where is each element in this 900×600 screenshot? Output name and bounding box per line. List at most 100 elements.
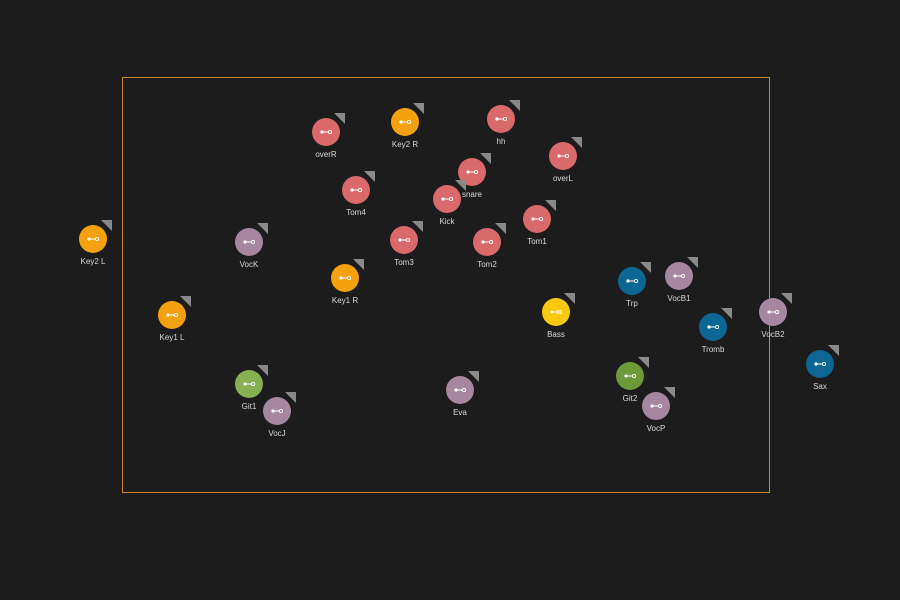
channel-label: Trp	[626, 299, 638, 308]
channel-label: Key2 R	[391, 140, 419, 149]
channel-corner-handle[interactable]	[364, 171, 375, 182]
channel-node[interactable]: Eva	[430, 371, 490, 428]
channel-corner-handle[interactable]	[638, 357, 649, 368]
link-icon	[243, 381, 255, 387]
channel-node[interactable]: Git1	[219, 365, 279, 422]
channel-node[interactable]: Key1 L	[142, 296, 202, 353]
link-icon	[398, 237, 410, 243]
link-icon	[87, 236, 99, 242]
channel-node[interactable]: Sax	[790, 345, 850, 402]
channel-label: Bass	[547, 330, 565, 339]
channel-corner-handle[interactable]	[353, 259, 364, 270]
link-icon	[441, 196, 453, 202]
channel-label: Tom1	[527, 237, 547, 246]
link-icon	[495, 116, 507, 122]
channel-corner-handle[interactable]	[257, 365, 268, 376]
channel-corner-handle[interactable]	[285, 392, 296, 403]
channel-node[interactable]: Tom3	[374, 221, 434, 278]
link-icon	[531, 216, 543, 222]
channel-label: Git2	[622, 394, 638, 403]
channel-corner-handle[interactable]	[664, 387, 675, 398]
link-icon	[320, 129, 332, 135]
channel-label: overR	[315, 150, 337, 159]
channel-corner-handle[interactable]	[828, 345, 839, 356]
channel-node[interactable]: Trp	[602, 262, 662, 319]
channel-node[interactable]: VocB1	[649, 257, 709, 314]
channel-node[interactable]: Git2	[600, 357, 660, 414]
channel-node[interactable]: Tom1	[507, 200, 567, 257]
channel-corner-handle[interactable]	[257, 223, 268, 234]
channel-label: Sax	[813, 382, 827, 391]
link-icon	[399, 119, 411, 125]
link-icon	[243, 239, 255, 245]
channel-label: Tom2	[477, 260, 497, 269]
channel-label: VocB1	[667, 294, 691, 303]
channel-corner-handle[interactable]	[640, 262, 651, 273]
channel-corner-handle[interactable]	[687, 257, 698, 268]
channel-corner-handle[interactable]	[480, 153, 491, 164]
channel-corner-handle[interactable]	[468, 371, 479, 382]
channel-node[interactable]: VocK	[219, 223, 279, 280]
channel-corner-handle[interactable]	[571, 137, 582, 148]
stage-area-frame	[122, 77, 770, 493]
channel-node[interactable]: Tromb	[683, 308, 743, 365]
channel-corner-handle[interactable]	[180, 296, 191, 307]
channel-label: Key2 L	[80, 257, 106, 266]
channel-node[interactable]: Kick	[417, 180, 477, 237]
channel-node[interactable]: VocP	[626, 387, 686, 444]
channel-corner-handle[interactable]	[101, 220, 112, 231]
channel-node[interactable]: Tom2	[457, 223, 517, 280]
link-icon	[624, 373, 636, 379]
link-icon	[767, 309, 779, 315]
channel-knob[interactable]	[391, 108, 419, 136]
channel-corner-handle[interactable]	[545, 200, 556, 211]
channel-node[interactable]: Bass	[526, 293, 586, 350]
channel-label: Tom3	[394, 258, 414, 267]
link-icon	[707, 324, 719, 330]
channel-label: Key1 R	[331, 296, 359, 305]
link-icon	[466, 169, 478, 175]
link-icon	[550, 309, 562, 315]
channel-label: snare	[461, 190, 482, 199]
channel-corner-handle[interactable]	[413, 103, 424, 114]
link-icon	[626, 278, 638, 284]
channel-node[interactable]: VocJ	[247, 392, 307, 449]
channel-label: Eva	[453, 408, 467, 417]
channel-corner-handle[interactable]	[495, 223, 506, 234]
channel-label: Tom4	[346, 208, 366, 217]
channel-corner-handle[interactable]	[781, 293, 792, 304]
link-icon	[166, 312, 178, 318]
channel-node[interactable]: Key2 L	[63, 220, 123, 277]
channel-node[interactable]: Key2 R	[375, 103, 435, 160]
link-icon	[339, 275, 351, 281]
channel-corner-handle[interactable]	[334, 113, 345, 124]
link-icon	[350, 187, 362, 193]
link-icon	[814, 361, 826, 367]
channel-corner-handle[interactable]	[721, 308, 732, 319]
link-icon	[271, 408, 283, 414]
link-icon	[454, 387, 466, 393]
channel-node[interactable]: overL	[533, 137, 593, 194]
channel-corner-handle[interactable]	[509, 100, 520, 111]
channel-label: Key1 L	[159, 333, 185, 342]
channel-corner-handle[interactable]	[412, 221, 423, 232]
channel-label: hh	[496, 137, 506, 146]
channel-label: VocK	[239, 260, 259, 269]
channel-label: VocB2	[761, 330, 785, 339]
channel-corner-handle[interactable]	[455, 180, 466, 191]
channel-node[interactable]: overR	[296, 113, 356, 170]
channel-node[interactable]: Key1 R	[315, 259, 375, 316]
channel-node[interactable]: VocB2	[743, 293, 803, 350]
link-icon	[650, 403, 662, 409]
link-icon	[557, 153, 569, 159]
link-icon	[481, 239, 493, 245]
channel-label: Git1	[241, 402, 257, 411]
channel-corner-handle[interactable]	[564, 293, 575, 304]
channel-node[interactable]: Tom4	[326, 171, 386, 228]
channel-label: overL	[552, 174, 573, 183]
channel-node[interactable]: hh	[471, 100, 531, 157]
channel-label: Tromb	[701, 345, 725, 354]
channel-label: Kick	[439, 217, 455, 226]
link-icon	[673, 273, 685, 279]
